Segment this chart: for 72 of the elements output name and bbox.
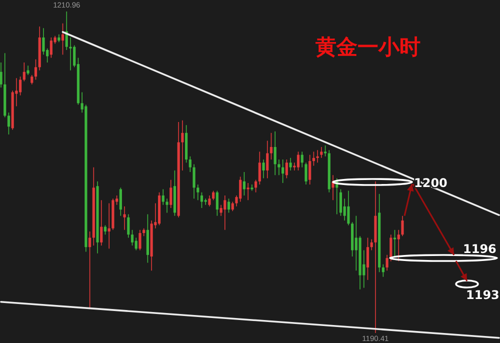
- candlestick: [401, 215, 404, 237]
- candlestick: [304, 162, 308, 185]
- candlestick: [208, 195, 211, 207]
- candlestick: [204, 198, 207, 206]
- candlestick: [188, 156, 192, 172]
- candlestick: [278, 159, 280, 176]
- candlestick: [108, 202, 110, 250]
- candlestick: [212, 190, 215, 201]
- candlestick: [270, 132, 273, 160]
- candlestick: [250, 184, 254, 192]
- candlestick: [196, 184, 200, 201]
- candlestick: [239, 176, 242, 202]
- candlestick: [390, 234, 392, 262]
- candlestick: [61, 22, 64, 56]
- annotation: 1196: [463, 242, 496, 256]
- candlestick: [316, 150, 319, 164]
- candlestick: [289, 158, 292, 171]
- candlestick: [19, 76, 22, 96]
- candlestick: [88, 231, 92, 309]
- candlestick: [266, 140, 269, 179]
- candlestick: [220, 204, 222, 216]
- candlestick: [138, 230, 142, 251]
- candlestick: [7, 112, 10, 135]
- candlestick: [366, 237, 370, 280]
- candlestick: [127, 214, 130, 238]
- candlestick: [200, 192, 204, 208]
- candlestick: [227, 198, 230, 214]
- candlestick: [123, 206, 126, 230]
- candlestick: [393, 230, 396, 257]
- candlestick: [370, 238, 373, 251]
- candlestick: [347, 190, 350, 226]
- candlestick: [100, 200, 103, 246]
- candlestick: [192, 164, 196, 200]
- candlestick: [339, 188, 342, 216]
- candlestick: [130, 230, 134, 246]
- candlestick: [397, 230, 400, 262]
- candlestick: [34, 58, 38, 80]
- annotation: 1193: [466, 288, 500, 302]
- candlestick: [216, 190, 218, 216]
- candlestick: [254, 179, 258, 193]
- candlestick: [282, 159, 284, 184]
- candlestick: [0, 62, 2, 88]
- candlestick: [224, 195, 226, 230]
- candlestick: [308, 154, 312, 185]
- text: 黄金一小时: [314, 35, 420, 59]
- candlestick: [30, 74, 34, 85]
- candlestick: [285, 159, 288, 179]
- candlestick: [170, 179, 172, 208]
- candlestick: [50, 37, 52, 58]
- candlestick: [324, 145, 327, 157]
- candlestick: [181, 120, 184, 171]
- candlestick: [312, 151, 315, 166]
- candlestick: [119, 187, 122, 216]
- candlestick: [42, 28, 45, 56]
- candlestick: [246, 182, 250, 201]
- candlestick: [382, 264, 384, 278]
- candlestick: [300, 151, 304, 168]
- candlestick: [166, 198, 168, 214]
- candlestick: [320, 146, 323, 158]
- candlestick: [104, 224, 107, 235]
- candlestick: [386, 254, 388, 271]
- candlestick: [26, 65, 30, 76]
- candlestick: [274, 130, 276, 176]
- candlestick: [69, 37, 72, 71]
- candlestick: [262, 159, 265, 179]
- candlestick: [134, 237, 138, 251]
- candlestick: [231, 201, 234, 212]
- candlestick: [22, 62, 26, 82]
- candlestick: [162, 188, 164, 206]
- candlestick: [258, 151, 261, 185]
- candlestick: [296, 151, 300, 171]
- candlestick: [242, 172, 246, 196]
